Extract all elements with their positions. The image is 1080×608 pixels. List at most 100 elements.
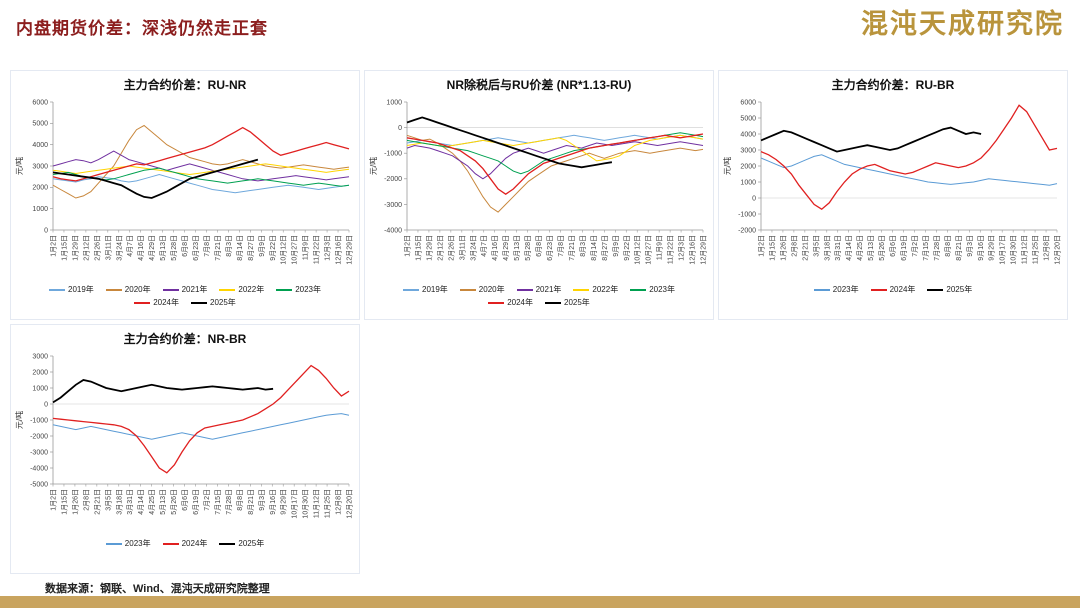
chart-legend-nr-br: 2023年 2024年 2025年 [35, 538, 335, 549]
chart-legend-nr-tax-ru: 2019年 2020年 2021年 2022年 2023年 2024年 2025年 [389, 284, 689, 308]
legend-label: 2025年 [210, 298, 236, 307]
svg-text:-4000: -4000 [30, 465, 48, 472]
chart-card-nr-tax-ru: NR除税后与RU价差 (NR*1.13-RU) -4000 -3000 -2000 -… [364, 70, 714, 320]
chart-canvas-nr-br: -5000 -4000 -3000 -2000 -1000 0 1000 2000 3000 1月… [14, 353, 354, 518]
svg-text:8月27日: 8月27日 [601, 235, 609, 261]
svg-text:8月27日: 8月27日 [247, 235, 255, 261]
svg-text:5月13日: 5月13日 [867, 235, 875, 261]
legend-swatch [516, 288, 533, 291]
svg-text:9月16日: 9月16日 [977, 235, 985, 261]
svg-text:1月26日: 1月26日 [779, 235, 787, 261]
legend-label: 2025年 [946, 285, 973, 294]
legend-item: 2025年 [219, 538, 264, 549]
svg-text:3月24日: 3月24日 [469, 235, 477, 261]
svg-text:3月31日: 3月31日 [126, 489, 134, 515]
svg-text:6月19日: 6月19日 [900, 235, 908, 261]
legend-item: 2024年 [134, 297, 179, 308]
svg-text:9月9日: 9月9日 [612, 235, 620, 257]
legend-label: 2023年 [649, 285, 675, 294]
legend-label: 2024年 [153, 298, 179, 307]
svg-text:5000: 5000 [740, 115, 756, 122]
svg-text:4月16日: 4月16日 [491, 235, 499, 261]
svg-text:11月9日: 11月9日 [656, 235, 664, 260]
legend-item: 2019年 [49, 284, 94, 295]
svg-text:3月31日: 3月31日 [834, 235, 842, 261]
svg-text:7月21日: 7月21日 [568, 235, 576, 261]
svg-text:-1000: -1000 [30, 417, 48, 424]
svg-text:1月26日: 1月26日 [71, 489, 79, 515]
svg-text:10月27日: 10月27日 [291, 235, 299, 265]
legend-label: 2019年 [68, 285, 94, 294]
svg-text:-2000: -2000 [30, 433, 48, 440]
svg-text:0: 0 [44, 401, 48, 408]
company-logo: 混沌天成研究院 [861, 9, 1064, 39]
svg-text:2月21日: 2月21日 [801, 235, 809, 261]
legend-swatch [545, 301, 561, 304]
svg-text:7月2日: 7月2日 [911, 235, 919, 257]
legend-swatch [162, 288, 179, 291]
svg-text:-2000: -2000 [738, 227, 756, 234]
legend-item: 2023年 [105, 538, 151, 549]
svg-text:8月8日: 8月8日 [236, 489, 244, 511]
chart-card-ru-nr: 主力合约价差：RU-NR 0 1000 2000 3000 4000 5000 6000 1月… [10, 70, 360, 320]
svg-text:2月8日: 2月8日 [82, 489, 90, 511]
svg-text:2月26日: 2月26日 [93, 235, 101, 261]
legend-swatch [49, 288, 65, 291]
svg-text:11月12日: 11月12日 [1021, 235, 1029, 264]
svg-text:2月12日: 2月12日 [82, 235, 90, 261]
svg-text:9月29日: 9月29日 [280, 489, 288, 515]
svg-text:7月28日: 7月28日 [933, 235, 941, 261]
svg-text:8月21日: 8月21日 [247, 489, 255, 515]
svg-text:6月23日: 6月23日 [192, 235, 200, 261]
svg-text:4月29日: 4月29日 [502, 235, 510, 261]
legend-label: 2020年 [124, 285, 151, 294]
svg-text:5月28日: 5月28日 [170, 235, 178, 261]
header: 内盘期货价差：深浅仍然走正套 混沌天成研究院 [16, 8, 1064, 40]
svg-text:7月21日: 7月21日 [214, 235, 222, 261]
legend-item: 2024年 [162, 538, 207, 549]
svg-text:5月13日: 5月13日 [159, 489, 167, 515]
chart-legend-ru-br: 2023年 2024年 2025年 [743, 284, 1043, 295]
chart-legend-ru-nr: 2019年 2020年 2021年 2022年 2023年 2024年 2025年 [35, 284, 335, 308]
svg-text:3月5日: 3月5日 [104, 489, 112, 511]
svg-text:2月12日: 2月12日 [436, 235, 444, 261]
svg-text:8月3日: 8月3日 [225, 235, 233, 257]
chart-card-ru-br: 主力合约价差：RU-BR -2000 -1000 0 1000 2000 3000 4000… [718, 70, 1068, 320]
svg-text:1月29日: 1月29日 [71, 235, 79, 261]
legend-swatch [134, 301, 151, 304]
svg-text:5月13日: 5月13日 [513, 235, 521, 261]
svg-text:1月2日: 1月2日 [404, 235, 412, 257]
svg-text:8月14日: 8月14日 [236, 235, 244, 261]
svg-text:11月9日: 11月9日 [302, 235, 310, 260]
legend-swatch [630, 288, 647, 291]
svg-text:3000: 3000 [32, 353, 48, 360]
svg-text:9月3日: 9月3日 [966, 235, 974, 257]
legend-item: 2025年 [191, 297, 236, 308]
svg-text:3000: 3000 [740, 147, 756, 154]
svg-text:11月25日: 11月25日 [324, 489, 332, 518]
svg-text:6月6日: 6月6日 [889, 235, 897, 257]
svg-text:1月2日: 1月2日 [758, 235, 766, 257]
svg-text:3月5日: 3月5日 [812, 235, 820, 257]
svg-text:9月16日: 9月16日 [269, 489, 277, 515]
svg-text:3月24日: 3月24日 [115, 235, 123, 261]
svg-text:11月22日: 11月22日 [667, 235, 675, 264]
svg-text:-1000: -1000 [738, 211, 756, 218]
svg-text:元/吨: 元/吨 [14, 157, 24, 175]
svg-text:2月26日: 2月26日 [447, 235, 455, 261]
svg-text:4月25日: 4月25日 [856, 235, 864, 261]
svg-text:10月27日: 10月27日 [645, 235, 653, 265]
svg-text:8月8日: 8月8日 [944, 235, 952, 257]
legend-item: 2022年 [219, 284, 264, 295]
svg-text:7月15日: 7月15日 [214, 489, 222, 515]
svg-text:1000: 1000 [386, 99, 402, 106]
svg-text:1月15日: 1月15日 [768, 235, 776, 261]
svg-text:12月29日: 12月29日 [700, 235, 708, 265]
legend-item: 2021年 [516, 284, 562, 295]
svg-text:1月2日: 1月2日 [50, 235, 58, 257]
legend-label: 2021年 [535, 285, 562, 294]
legend-swatch [105, 288, 122, 291]
legend-swatch [573, 288, 590, 291]
